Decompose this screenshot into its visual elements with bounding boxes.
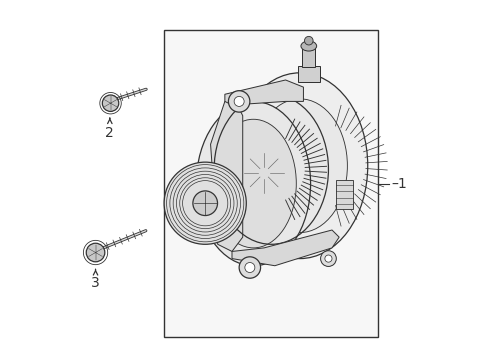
Bar bbox=[335, 180, 352, 208]
Circle shape bbox=[244, 262, 254, 273]
Circle shape bbox=[324, 255, 331, 262]
Ellipse shape bbox=[252, 99, 346, 233]
Polygon shape bbox=[224, 80, 303, 105]
Circle shape bbox=[239, 257, 260, 278]
Polygon shape bbox=[231, 230, 339, 266]
Circle shape bbox=[234, 96, 244, 107]
Text: –1: –1 bbox=[390, 176, 406, 190]
Circle shape bbox=[102, 95, 119, 111]
Bar bbox=[164, 30, 378, 337]
Circle shape bbox=[164, 162, 246, 244]
Text: 2: 2 bbox=[105, 126, 114, 140]
Polygon shape bbox=[210, 102, 242, 251]
Ellipse shape bbox=[300, 41, 316, 51]
Bar bbox=[302, 48, 315, 67]
Circle shape bbox=[86, 243, 104, 262]
Text: 3: 3 bbox=[91, 276, 100, 291]
Circle shape bbox=[192, 191, 217, 216]
Ellipse shape bbox=[196, 102, 310, 266]
Ellipse shape bbox=[231, 73, 367, 258]
Ellipse shape bbox=[210, 119, 296, 248]
Circle shape bbox=[228, 91, 249, 112]
Bar bbox=[298, 66, 319, 82]
Circle shape bbox=[320, 251, 336, 266]
Circle shape bbox=[304, 36, 312, 45]
